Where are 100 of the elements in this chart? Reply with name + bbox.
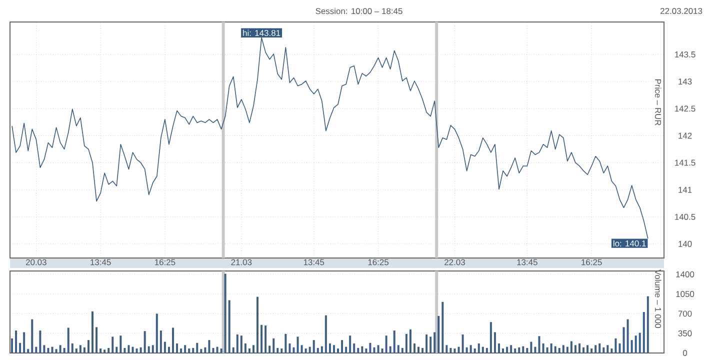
- bar: [450, 348, 452, 353]
- x-tick-label: 22.03: [444, 259, 465, 266]
- bar: [120, 336, 122, 353]
- bar: [442, 302, 444, 353]
- bar: [168, 346, 170, 353]
- bar: [610, 348, 613, 353]
- bar: [502, 348, 504, 353]
- bar: [116, 346, 118, 353]
- bar: [462, 334, 464, 353]
- bar: [590, 348, 593, 353]
- bar: [570, 341, 572, 353]
- y-tick-label: 140.5: [675, 214, 696, 220]
- x-tick-label: 21.03: [231, 259, 252, 266]
- bar: [47, 348, 50, 353]
- bar: [280, 348, 283, 353]
- bar: [438, 316, 440, 353]
- y-tick-label: 142: [678, 132, 692, 139]
- bar: [337, 348, 340, 353]
- bar: [252, 345, 254, 353]
- bar: [208, 340, 210, 353]
- bar: [300, 345, 303, 353]
- bar: [220, 348, 222, 353]
- bar: [446, 345, 448, 353]
- bar: [19, 342, 22, 353]
- bar: [172, 328, 174, 353]
- x-tick-label: 13:45: [304, 259, 324, 266]
- bar: [224, 274, 226, 353]
- bar: [566, 346, 568, 353]
- bar: [59, 345, 62, 353]
- bar: [100, 348, 102, 353]
- bar: [79, 345, 82, 353]
- bar: [510, 345, 512, 353]
- bar: [486, 348, 488, 353]
- bar: [357, 348, 360, 353]
- bar: [361, 346, 364, 353]
- bar: [538, 336, 540, 353]
- bar: [144, 331, 146, 353]
- bar: [578, 343, 580, 353]
- bar: [132, 346, 134, 353]
- bar: [272, 338, 275, 353]
- y-tick-label: 0: [682, 350, 688, 356]
- bar: [92, 311, 94, 353]
- bar: [606, 345, 609, 353]
- bar: [63, 348, 66, 353]
- y-tick-label: 143: [678, 78, 692, 85]
- annotation: hi: 143.81: [243, 30, 280, 36]
- bar: [232, 347, 234, 353]
- bar: [478, 343, 480, 353]
- bar: [614, 338, 617, 353]
- bar: [626, 319, 629, 353]
- text: 22.03.2013: [660, 8, 702, 14]
- bar: [418, 346, 420, 353]
- bar: [23, 332, 26, 353]
- bar: [140, 347, 142, 353]
- bar: [514, 348, 516, 353]
- bar: [276, 348, 279, 353]
- bar: [369, 342, 372, 353]
- bar: [256, 296, 259, 353]
- bar: [128, 345, 130, 353]
- bar: [474, 348, 476, 353]
- y-tick-label: 1400: [676, 271, 694, 278]
- bar: [454, 348, 456, 353]
- bar: [284, 334, 287, 353]
- bar: [634, 336, 637, 353]
- bar: [377, 345, 380, 353]
- bar: [264, 325, 267, 353]
- bar: [308, 346, 311, 353]
- x-tick-label: 16:25: [368, 259, 388, 266]
- bar: [180, 348, 182, 353]
- bar: [638, 332, 641, 353]
- bar: [332, 345, 335, 353]
- bar: [67, 328, 70, 353]
- bar: [341, 340, 344, 353]
- bar: [562, 345, 564, 353]
- y-tick-label: 142.5: [675, 106, 696, 112]
- bar: [490, 322, 492, 353]
- bar: [212, 348, 214, 353]
- bar: [345, 346, 348, 353]
- y-tick-label: 140: [678, 240, 692, 247]
- bar: [328, 343, 331, 353]
- bar: [136, 348, 138, 353]
- bar: [236, 334, 238, 353]
- bar: [622, 327, 625, 353]
- bar: [401, 348, 404, 353]
- bar: [546, 347, 548, 353]
- bar: [192, 348, 194, 353]
- bar: [164, 342, 166, 353]
- bar: [405, 334, 408, 353]
- bar: [494, 332, 496, 353]
- bar: [148, 346, 150, 353]
- bar: [353, 343, 356, 353]
- bar: [228, 300, 230, 353]
- y-tick-label: 350: [678, 330, 692, 336]
- bar: [75, 348, 78, 353]
- annotation: lo: 140.1: [614, 240, 646, 246]
- bar: [176, 343, 178, 353]
- bar: [498, 343, 500, 353]
- bar: [534, 346, 536, 353]
- bar: [204, 347, 206, 353]
- bar: [574, 345, 576, 353]
